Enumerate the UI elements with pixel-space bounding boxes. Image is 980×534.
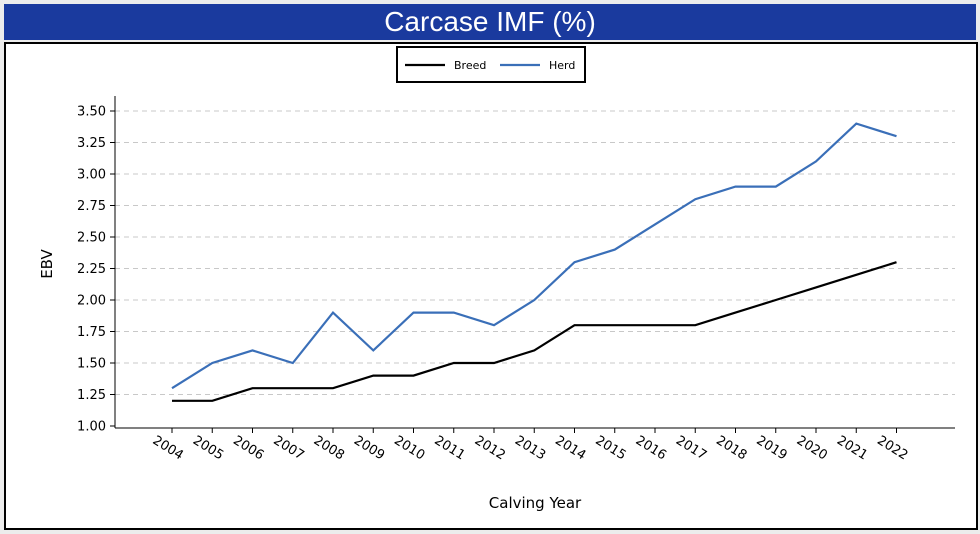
y-tick-label: 2.50 — [77, 231, 106, 246]
x-tick-label: 2010 — [391, 433, 427, 463]
series-line-herd — [171, 122, 897, 390]
x-axis-label: Calving Year — [489, 494, 582, 512]
y-tick-label: 1.50 — [77, 357, 106, 372]
y-tick-label: 1.00 — [77, 420, 106, 435]
x-tick-label: 2018 — [713, 433, 749, 463]
x-tick-label: 2017 — [673, 433, 709, 463]
x-tick-label: 2012 — [472, 433, 508, 463]
x-tick-label: 2019 — [754, 433, 790, 463]
x-tick-labels: 2004 2005 2006 2007 2008 2009 2010 2011 2012 2013… — [150, 433, 911, 463]
series-lines — [171, 122, 897, 402]
legend-label-breed: Breed — [454, 59, 486, 72]
x-tick-label: 2011 — [432, 433, 468, 463]
x-tick-label: 2016 — [633, 433, 669, 463]
series-line-breed — [172, 261, 897, 402]
y-tick-label: 1.75 — [77, 325, 106, 340]
y-tick-label: 1.25 — [77, 388, 106, 403]
gridlines — [115, 110, 955, 395]
x-tick-label: 2006 — [230, 433, 266, 463]
y-tick-label: 2.25 — [77, 262, 106, 277]
x-tick-label: 2008 — [311, 433, 347, 463]
y-tick-label: 3.00 — [77, 168, 106, 183]
x-tick-label: 2015 — [593, 433, 629, 463]
y-tick-labels: 1.00 1.25 1.50 1.75 2.00 2.25 2.50 2.75 3.00 3.25… — [77, 105, 106, 435]
x-tick-label: 2007 — [271, 433, 307, 463]
y-tick-label: 2.00 — [77, 294, 106, 309]
legend: Breed Herd — [396, 46, 586, 83]
x-tick-label: 2009 — [351, 433, 387, 463]
chart-title: Carcase IMF (%) — [4, 4, 976, 40]
x-tick-label: 2013 — [512, 433, 548, 463]
legend-label-herd: Herd — [549, 59, 575, 72]
y-tick-label: 3.50 — [77, 105, 106, 120]
chart-frame — [4, 42, 978, 530]
x-tick-label: 2005 — [190, 433, 226, 463]
x-tick-label: 2021 — [834, 433, 870, 463]
y-tick-label: 3.25 — [77, 136, 106, 151]
x-tick-label: 2022 — [874, 433, 910, 463]
axes — [110, 96, 955, 433]
x-tick-label: 2004 — [150, 433, 186, 463]
x-tick-label: 2014 — [552, 433, 588, 463]
x-tick-label: 2020 — [794, 433, 830, 463]
y-axis-label: EBV — [38, 248, 56, 278]
y-tick-label: 2.75 — [77, 199, 106, 214]
